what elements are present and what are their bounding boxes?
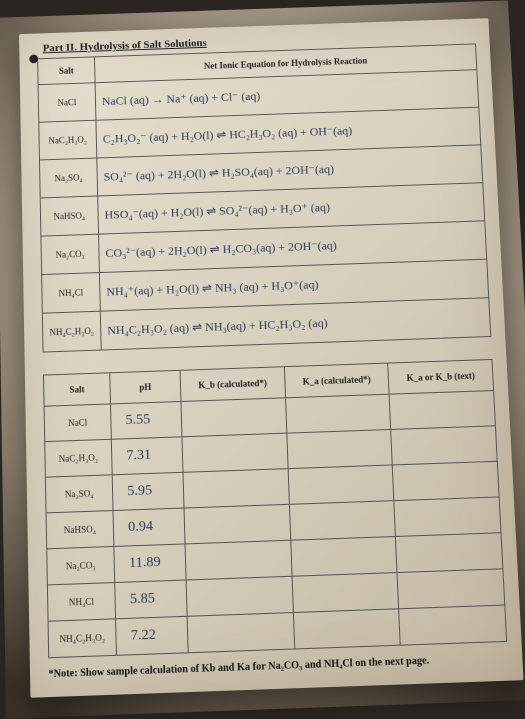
col-header-salt: Salt xyxy=(38,57,95,85)
salt-cell: NH₄Cl xyxy=(47,583,115,622)
salt-cell: Na₂CO₃ xyxy=(41,234,100,274)
ph-cell: 7.22 xyxy=(116,616,189,655)
kb-cell xyxy=(185,540,292,580)
col-header-salt: Salt xyxy=(43,373,110,406)
footnote: *Note: Show sample calculation of Kb and… xyxy=(48,652,508,680)
col-header-kb: K_b (calculated*) xyxy=(180,367,285,402)
kt-cell xyxy=(394,497,501,537)
kb-cell xyxy=(183,469,289,508)
ka-cell xyxy=(288,465,394,504)
col-header-ph: pH xyxy=(110,370,181,404)
ph-cell: 0.94 xyxy=(113,508,185,546)
salt-cell: NaHSO₄ xyxy=(40,196,98,236)
ka-cell xyxy=(285,394,391,433)
kb-cell xyxy=(187,613,294,653)
salt-cell: Na₂SO₄ xyxy=(45,475,113,513)
kt-cell xyxy=(393,461,500,500)
ph-cell: 5.95 xyxy=(112,472,184,510)
ph-cell: 5.55 xyxy=(110,401,181,439)
col-header-ka: K_a (calculated*) xyxy=(284,363,389,398)
ph-data-table: Salt pH K_b (calculated*) K_a (calculate… xyxy=(43,359,507,658)
kt-cell xyxy=(397,569,504,609)
salt-cell: NH₄Cl xyxy=(42,273,101,314)
salt-cell: NH₄C₂H₃O₂ xyxy=(42,311,101,352)
salt-cell: NaCl xyxy=(38,83,96,122)
worksheet-paper: Part II. Hydrolysis of Salt Solutions Sa… xyxy=(19,18,524,698)
kt-cell xyxy=(389,391,495,430)
hydrolysis-equation-table: Salt Net Ionic Equation for Hydrolysis R… xyxy=(37,43,491,352)
kt-cell xyxy=(396,533,503,573)
kt-cell xyxy=(391,426,497,465)
ka-cell xyxy=(292,573,399,613)
photo-surface: Part II. Hydrolysis of Salt Solutions Sa… xyxy=(0,0,525,718)
salt-cell: NaCl xyxy=(44,404,111,442)
ph-cell: 7.31 xyxy=(111,437,183,475)
salt-cell: NH₄C₂H₃O₂ xyxy=(48,619,116,658)
ph-cell: 11.89 xyxy=(114,544,186,583)
ka-cell xyxy=(290,536,397,576)
salt-cell: Na₂SO₄ xyxy=(39,158,97,198)
kb-cell xyxy=(181,398,287,437)
kt-cell xyxy=(399,605,507,645)
salt-cell: NaC₂H₃O₂ xyxy=(39,120,97,160)
salt-cell: Na₂CO₃ xyxy=(47,546,115,584)
kb-cell xyxy=(184,504,290,544)
ph-cell: 5.85 xyxy=(115,580,187,619)
col-header-kt: K_a or K_b (text) xyxy=(388,359,494,394)
salt-cell: NaC₂H₃O₂ xyxy=(45,439,112,477)
kb-cell xyxy=(186,576,293,616)
kb-cell xyxy=(182,433,288,472)
ka-cell xyxy=(293,609,400,649)
salt-cell: NaHSO₄ xyxy=(46,511,114,549)
ka-cell xyxy=(286,429,392,468)
ka-cell xyxy=(289,501,396,541)
